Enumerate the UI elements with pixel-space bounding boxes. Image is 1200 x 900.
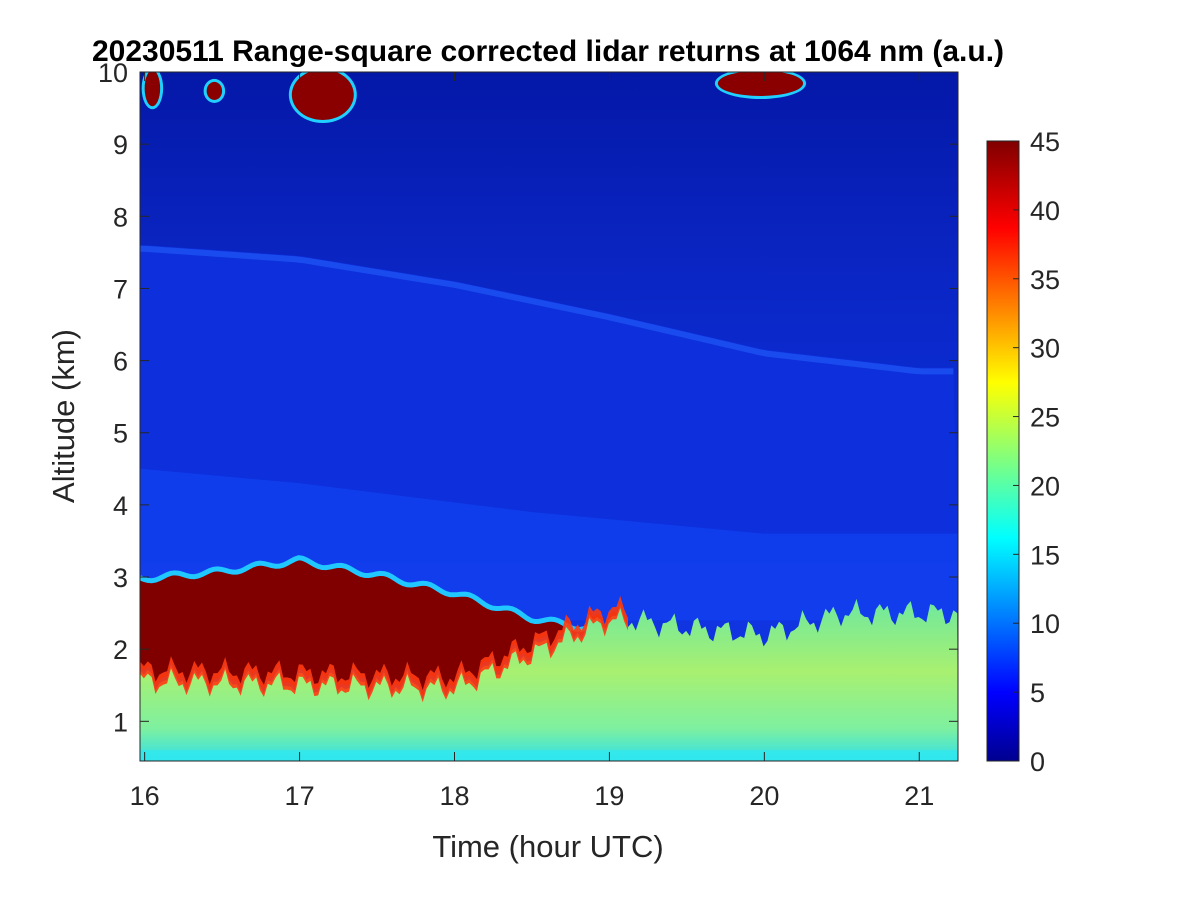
cirrus-clouds — [141, 72, 807, 123]
colorbar-tick-label: 10 — [1030, 609, 1060, 639]
colorbar-tick-label: 30 — [1030, 334, 1060, 364]
cirrus-cloud — [206, 81, 223, 100]
x-axis-ticks: 16 17 18 19 20 21 — [130, 72, 934, 811]
y-tick-label: 5 — [113, 419, 128, 449]
cirrus-cloud — [291, 72, 354, 120]
colorbar-tick-label: 25 — [1030, 403, 1060, 433]
x-tick-label: 19 — [594, 781, 624, 811]
y-tick-label: 6 — [113, 347, 128, 377]
colorbar-tick-label: 15 — [1030, 540, 1060, 570]
y-tick-label: 1 — [113, 707, 128, 737]
x-tick-label: 20 — [749, 781, 779, 811]
colorbar-tick-label: 45 — [1030, 127, 1060, 157]
aerosol-layer — [140, 559, 629, 695]
chart-title: 20230511 Range-square corrected lidar re… — [92, 35, 1004, 68]
colorbar-tick-label: 40 — [1030, 196, 1060, 226]
upper-aerosol-layer — [140, 245, 958, 563]
colorbar-gradient — [986, 140, 1020, 762]
colorbar-ticks: 0 5 10 15 20 25 30 35 40 45 — [1013, 127, 1060, 777]
cirrus-cloud — [717, 72, 804, 96]
plot-frame — [139, 71, 959, 762]
colorbar-tick-label: 0 — [1030, 747, 1045, 777]
y-tick-label: 4 — [113, 491, 128, 521]
y-tick-label: 9 — [113, 130, 128, 160]
x-tick-label: 17 — [285, 781, 315, 811]
near-surface-band — [140, 750, 958, 761]
x-tick-label: 16 — [130, 781, 160, 811]
x-tick-label: 21 — [904, 781, 934, 811]
y-axis-ticks: 1 2 3 4 5 6 7 8 9 10 — [98, 58, 958, 737]
y-tick-label: 2 — [113, 635, 128, 665]
upper-layer-edge — [140, 245, 954, 375]
aerosol-layer-edge — [140, 555, 629, 638]
x-axis-label: Time (hour UTC) — [432, 829, 663, 864]
colorbar-tick-label: 5 — [1030, 678, 1045, 708]
y-tick-label: 10 — [98, 58, 128, 88]
x-tick-label: 18 — [439, 781, 469, 811]
colorbar-tick-label: 20 — [1030, 471, 1060, 501]
y-axis-label: Altitude (km) — [46, 329, 81, 503]
y-tick-label: 8 — [113, 202, 128, 232]
y-tick-label: 3 — [113, 563, 128, 593]
colorbar: 0 5 10 15 20 25 30 35 40 45 — [986, 127, 1060, 777]
cirrus-cloud — [144, 72, 161, 107]
boundary-layer — [140, 598, 958, 761]
y-tick-label: 7 — [113, 274, 128, 304]
colorbar-tick-label: 35 — [1030, 265, 1060, 295]
